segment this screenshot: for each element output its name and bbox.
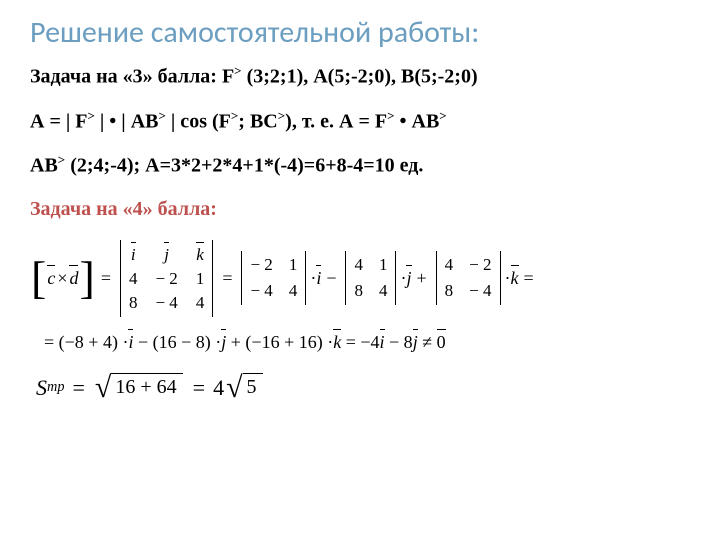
minor-k: 4− 2 8− 4 xyxy=(436,251,501,305)
vector-d: d xyxy=(69,267,78,289)
sqrt-5: √5 xyxy=(226,373,262,403)
slide-title: Решение самостоятельной работы: xyxy=(30,14,690,51)
minor-i: − 21 − 44 xyxy=(241,251,306,305)
cross-product-result: = (−8 + 4) ·i − (16 − 8) ·j + (−16 + 16)… xyxy=(44,331,676,353)
area-formula: Sтр = √16 + 64 = 4 √5 xyxy=(36,373,690,403)
det-3x3: i j k 4− 21 8− 44 xyxy=(120,240,213,317)
task4-heading: Задача на «4» балла: xyxy=(30,197,690,222)
cross-product-expansion: [ c × d ] = i j k 4− 21 8− 44 = − 21 − 4… xyxy=(30,240,690,317)
minor-j: 41 84 xyxy=(345,251,396,305)
sqrt-80: √16 + 64 xyxy=(95,373,183,403)
task3-given: Задача на «3» балла: F> (3;2;1), А(5;-2;… xyxy=(30,63,690,90)
task3-formula: А = | F> | • | АВ> | cos (F>; ВС>), т. е… xyxy=(30,108,690,135)
vector-c: c xyxy=(47,267,55,289)
task3-solution: АВ> (2;4;-4); А=3*2+2*4+1*(-4)=6+8-4=10 … xyxy=(30,152,690,179)
